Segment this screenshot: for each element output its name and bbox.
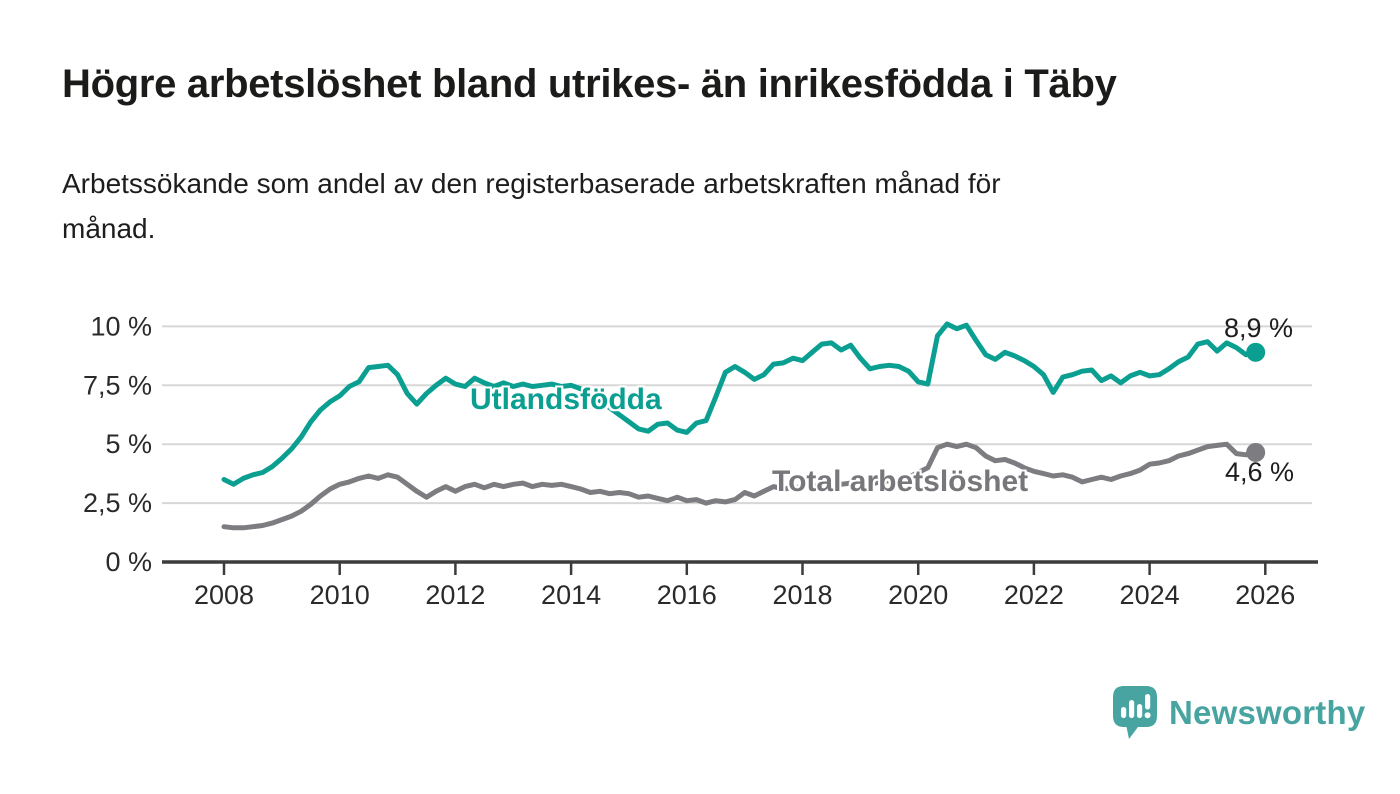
x-axis-tick-label: 2026: [1235, 580, 1295, 610]
end-value-total: 4,6 %: [1225, 457, 1295, 487]
y-axis-tick-label: 2,5 %: [83, 488, 152, 518]
newsworthy-logo-text: Newsworthy: [1169, 694, 1366, 731]
y-axis-tick-label: 7,5 %: [83, 370, 152, 400]
series-label-utlandsfodda: Utlandsfödda: [470, 383, 662, 416]
x-axis-tick-label: 2010: [310, 580, 370, 610]
end-value-utlandsfodda: 8,9 %: [1224, 313, 1294, 343]
x-axis-tick-label: 2014: [541, 580, 601, 610]
chart-subtitle: Arbetssökande som andel av den registerb…: [62, 168, 1001, 244]
line-total-arbetsloshet: [221, 441, 1259, 531]
x-axis-tick-label: 2024: [1120, 580, 1180, 610]
y-axis-tick-label: 5 %: [105, 429, 152, 459]
x-axis-tick-label: 2018: [772, 580, 832, 610]
line-utlandsfodda: [221, 321, 1259, 487]
x-axis-tick-label: 2012: [425, 580, 485, 610]
x-axis-tick-label: 2016: [657, 580, 717, 610]
end-dot-total-arbetsloshet: [1246, 442, 1266, 462]
x-axis-tick-label: 2008: [194, 580, 254, 610]
x-axis-tick-label: 2020: [888, 580, 948, 610]
page-title: Högre arbetslöshet bland utrikes- än inr…: [62, 62, 1117, 106]
series-label-total-arbetsloshet: Total arbetslöshet: [772, 465, 1029, 498]
end-dot-utlandsfodda: [1246, 342, 1266, 362]
y-axis-tick-label: 10 %: [90, 311, 152, 341]
y-axis-tick-label: 0 %: [105, 547, 152, 577]
bar-chart-speech-bubble-icon: [1113, 686, 1157, 739]
newsworthy-logo[interactable]: Newsworthy: [1113, 686, 1365, 740]
x-axis-tick-label: 2022: [1004, 580, 1064, 610]
